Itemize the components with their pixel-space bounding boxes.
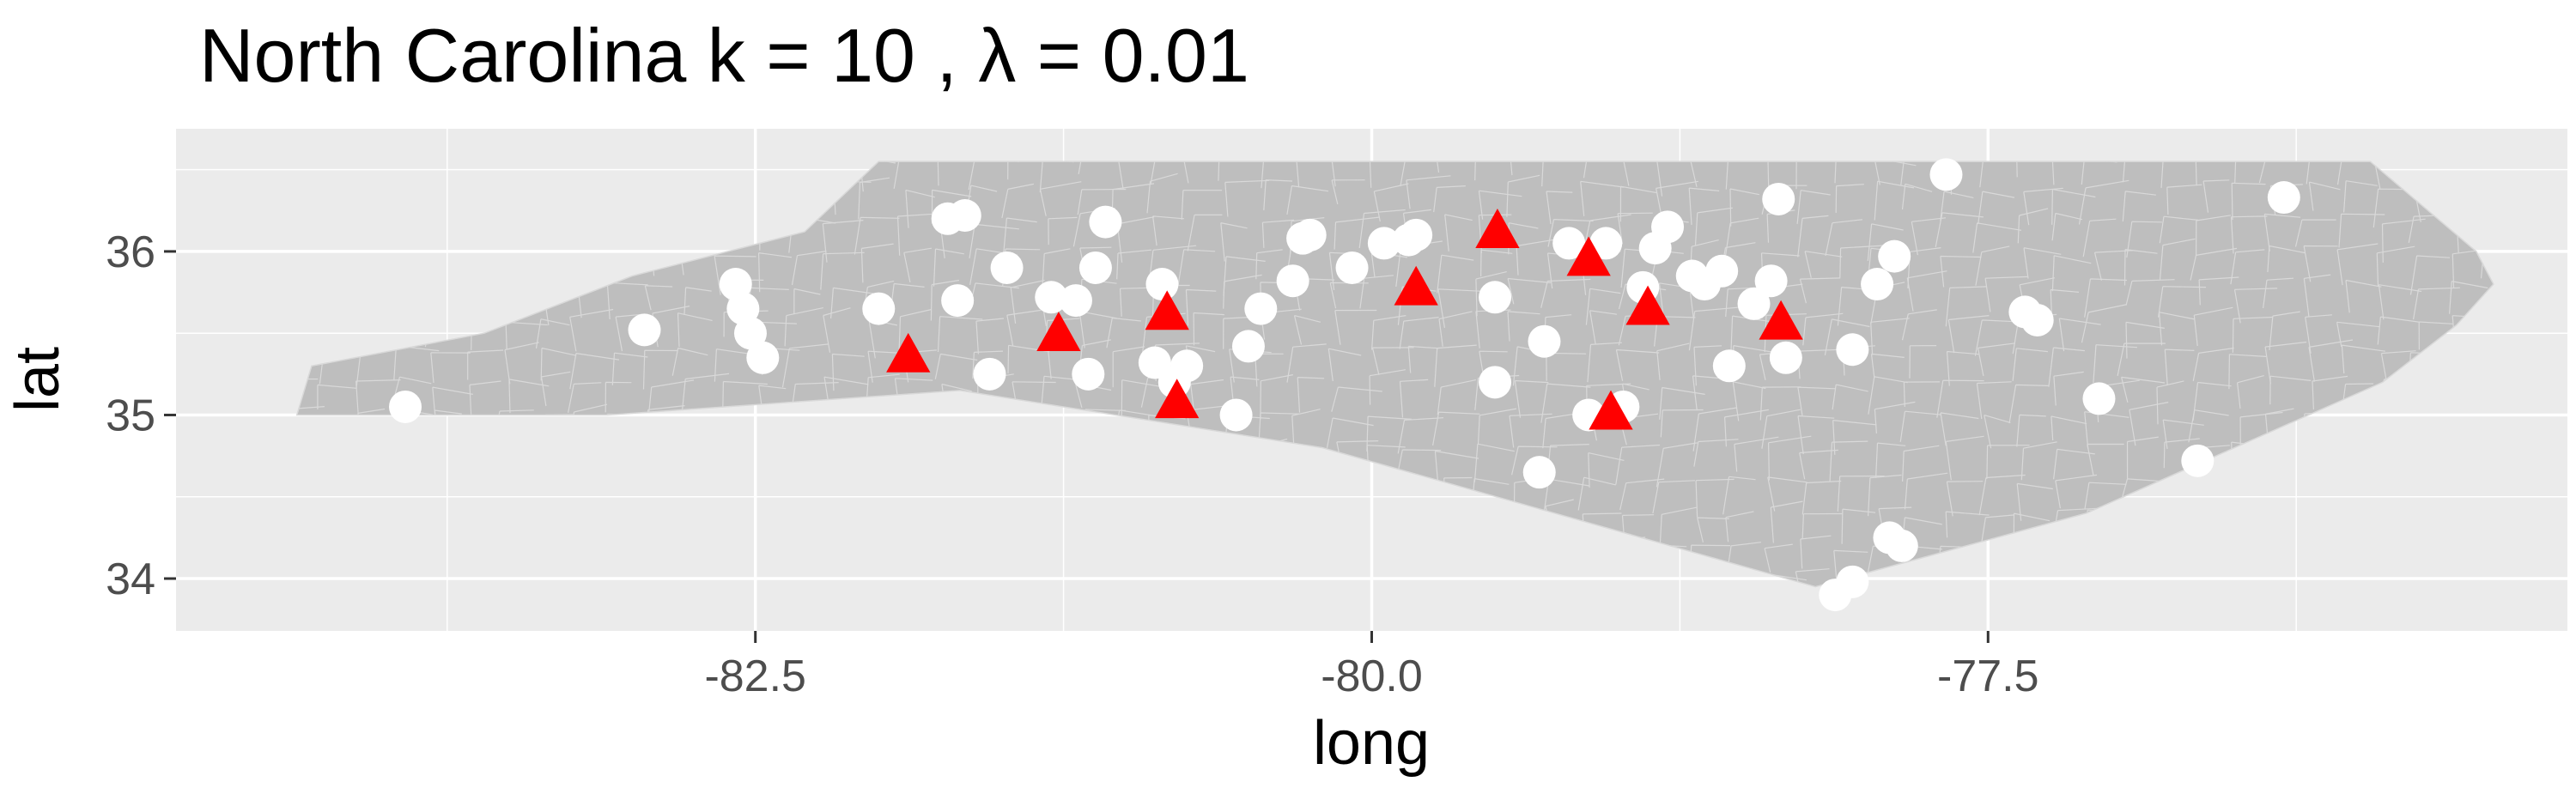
data-point	[1170, 349, 1204, 383]
cluster-center	[1155, 379, 1200, 419]
data-point	[1885, 529, 1918, 562]
cluster-center	[1589, 390, 1633, 430]
data-point	[941, 284, 975, 318]
data-point	[1651, 210, 1685, 244]
data-point	[1528, 324, 1561, 358]
data-point	[733, 317, 767, 350]
data-point	[1089, 205, 1122, 239]
data-point	[973, 357, 1006, 391]
data-point	[1400, 218, 1433, 252]
data-point	[1589, 227, 1623, 260]
data-point	[1819, 579, 1852, 612]
data-point	[1861, 268, 1894, 301]
data-point	[746, 341, 780, 374]
cluster-center	[1625, 285, 1670, 325]
y-tick-label: 34	[106, 555, 155, 604]
data-point	[719, 268, 752, 301]
data-point	[1878, 239, 1911, 273]
data-point	[2267, 181, 2300, 215]
cluster-center	[1145, 290, 1189, 330]
data-point	[1231, 330, 1265, 363]
cluster-center	[1036, 312, 1081, 351]
y-tick-label: 35	[106, 391, 155, 440]
cluster-center	[1475, 209, 1520, 248]
data-point	[1276, 264, 1309, 298]
x-tick-label: -80.0	[1321, 652, 1423, 701]
data-point	[1769, 341, 1802, 374]
data-point	[389, 390, 422, 423]
x-axis-title: long	[1313, 709, 1430, 778]
cluster-center	[886, 332, 931, 373]
data-point	[628, 313, 661, 347]
cluster-center	[1566, 236, 1611, 276]
x-tick-label: -82.5	[704, 652, 806, 701]
cluster-centers	[886, 209, 1803, 430]
data-point	[1522, 456, 1556, 489]
data-point	[1035, 281, 1068, 314]
data-point	[1552, 227, 1586, 260]
state-shape	[295, 161, 2494, 588]
data-point	[1145, 268, 1179, 301]
data-point	[1737, 287, 1771, 320]
data-point	[1479, 366, 1512, 399]
data-point	[2181, 444, 2215, 477]
data-point	[862, 292, 896, 325]
chart-title: North Carolina k = 10 , λ = 0.01	[199, 13, 1249, 98]
y-tick-label: 36	[106, 227, 155, 277]
x-tick-label: -77.5	[1937, 652, 2039, 701]
x-axis-ticks: -82.5 -80.0 -77.5	[704, 631, 2039, 701]
data-point	[1754, 264, 1788, 298]
data-point	[1712, 349, 1746, 383]
data-point	[1705, 254, 1739, 288]
data-point	[1219, 398, 1253, 432]
data-point	[1836, 333, 1869, 367]
y-axis-ticks: 34 35 36	[106, 227, 176, 604]
data-point	[1762, 182, 1795, 215]
data-point	[2020, 303, 2054, 336]
data-point	[1293, 218, 1327, 252]
data-point	[1367, 227, 1400, 260]
data-point	[1929, 158, 1963, 191]
data-point	[1335, 251, 1369, 284]
data-point	[1078, 251, 1112, 284]
data-point	[948, 198, 981, 232]
data-point	[1479, 281, 1512, 314]
data-point	[1244, 292, 1278, 325]
data-point	[2082, 382, 2116, 415]
data-point	[1072, 357, 1105, 391]
cluster-center	[1394, 265, 1438, 306]
data-point	[1059, 284, 1092, 318]
cluster-center	[1759, 300, 1803, 340]
data-point	[726, 292, 760, 325]
data-point	[990, 251, 1024, 284]
y-axis-title: lat	[3, 347, 72, 412]
